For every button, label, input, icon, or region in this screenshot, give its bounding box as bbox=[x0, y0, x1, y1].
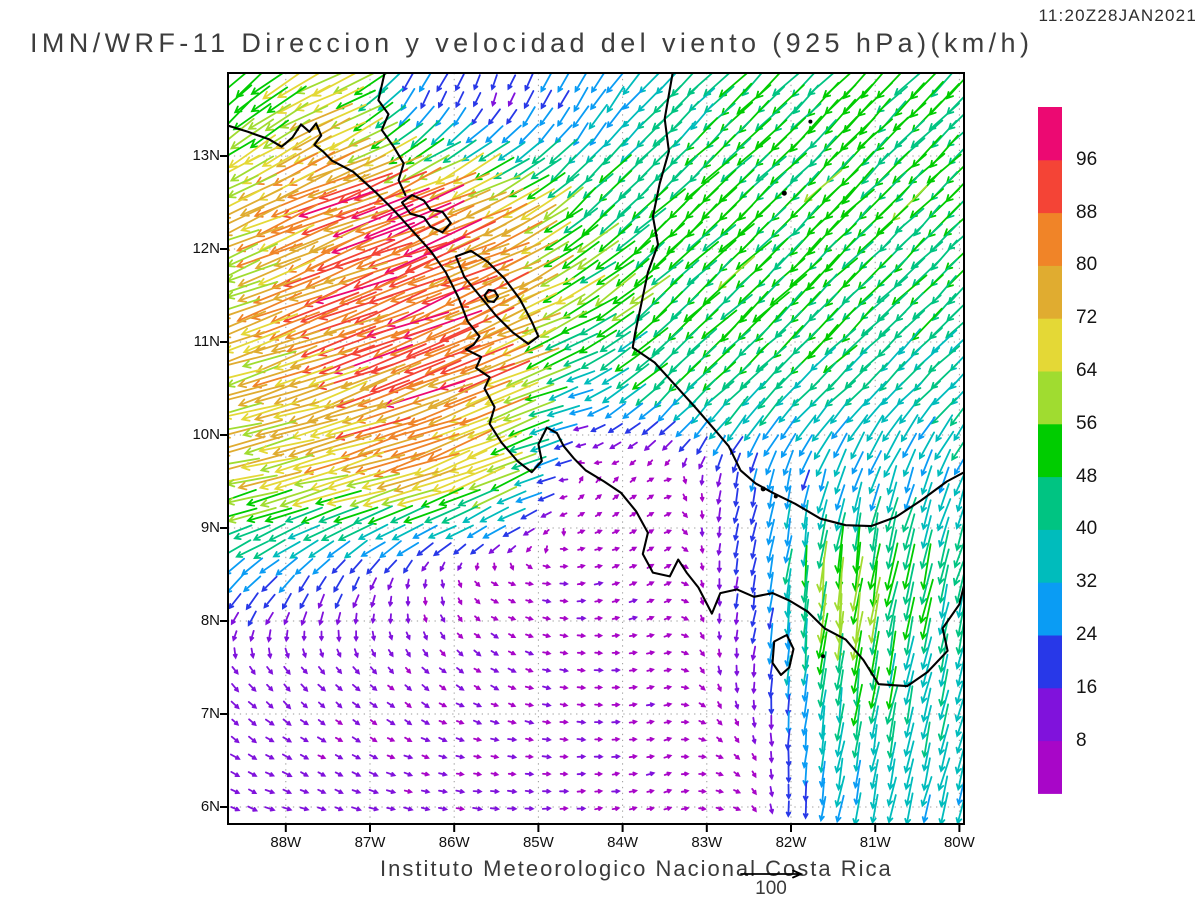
lon-tick-label: 87W bbox=[354, 834, 386, 851]
providencia bbox=[808, 119, 813, 124]
caption: Instituto Meteorologico Nacional Costa R… bbox=[380, 856, 893, 881]
colorbar-segment bbox=[1038, 318, 1062, 372]
lat-tick-label: 10N bbox=[192, 426, 220, 443]
bocas-2 bbox=[773, 494, 778, 499]
colorbar-tick-label: 80 bbox=[1076, 254, 1098, 276]
valid-time: 11:20Z28JAN2021 bbox=[1038, 6, 1197, 25]
lat-tick-label: 8N bbox=[200, 612, 220, 629]
colorbar-tick-label: 24 bbox=[1076, 624, 1098, 645]
lat-tick-label: 6N bbox=[200, 798, 220, 815]
colorbar-tick-label: 48 bbox=[1076, 465, 1098, 487]
san-andres bbox=[781, 190, 787, 196]
colorbar-tick-label: 56 bbox=[1076, 412, 1098, 434]
lon-tick-label: 83W bbox=[691, 834, 723, 851]
lon-tick-label: 81W bbox=[859, 834, 891, 851]
colorbar-segment bbox=[1038, 635, 1062, 689]
lat-tick-label: 12N bbox=[192, 240, 220, 257]
colorbar-segment bbox=[1038, 159, 1062, 214]
lon-tick-label: 86W bbox=[438, 834, 470, 851]
colorbar-segment bbox=[1038, 582, 1062, 636]
colorbar-tick-label: 16 bbox=[1076, 676, 1098, 698]
cebaco bbox=[821, 654, 825, 659]
axis-ticks bbox=[220, 155, 961, 832]
lon-tick-label: 85W bbox=[522, 834, 554, 851]
lat-tick-label: 11N bbox=[193, 333, 220, 350]
colorbar-segment bbox=[1038, 371, 1062, 425]
honduras-inland-line bbox=[377, 73, 407, 197]
lat-tick-label: 7N bbox=[200, 705, 220, 722]
chart-title: IMN/WRF-11 Direccion y velocidad del vie… bbox=[30, 28, 1034, 58]
plot-frame bbox=[227, 72, 965, 825]
lat-tick-label: 9N bbox=[200, 519, 220, 536]
lon-tick-label: 82W bbox=[775, 834, 807, 851]
colorbar-tick-label: 8 bbox=[1076, 729, 1087, 751]
lon-tick-label: 80W bbox=[943, 834, 975, 851]
colorbar-segment bbox=[1038, 687, 1062, 742]
wind-arrows bbox=[228, 73, 964, 824]
colorbar-segment bbox=[1038, 265, 1062, 319]
coiba-island bbox=[771, 633, 795, 676]
colorbar bbox=[1038, 107, 1062, 794]
lake-managua bbox=[400, 194, 452, 234]
colorbar-tick-label: 40 bbox=[1076, 518, 1098, 540]
colorbar-tick-label: 88 bbox=[1076, 201, 1098, 223]
colorbar-tick-label: 64 bbox=[1076, 360, 1098, 381]
colorbar-segment bbox=[1038, 740, 1062, 794]
colorbar-tick-label: 32 bbox=[1076, 571, 1098, 593]
colorbar-segment bbox=[1038, 107, 1062, 161]
colorbar-segment bbox=[1038, 476, 1062, 530]
lat-tick-label: 13N bbox=[192, 147, 220, 164]
bocas-1 bbox=[760, 486, 766, 492]
coastlines bbox=[228, 73, 964, 688]
lon-tick-label: 84W bbox=[607, 834, 639, 851]
colorbar-segment bbox=[1038, 212, 1062, 266]
ometepe-island bbox=[483, 288, 500, 304]
lon-tick-label: 88W bbox=[270, 834, 302, 851]
colorbar-segment bbox=[1038, 423, 1062, 478]
colorbar-segment bbox=[1038, 529, 1062, 583]
lake-nicaragua bbox=[454, 249, 540, 345]
pacific-coast bbox=[228, 122, 964, 688]
colorbar-tick-label: 96 bbox=[1076, 148, 1098, 170]
colorbar-tick-label: 72 bbox=[1076, 307, 1098, 329]
reference-arrow-label: 100 bbox=[755, 878, 787, 899]
caribbean-coast bbox=[631, 73, 964, 528]
reference-arrow bbox=[740, 869, 804, 879]
